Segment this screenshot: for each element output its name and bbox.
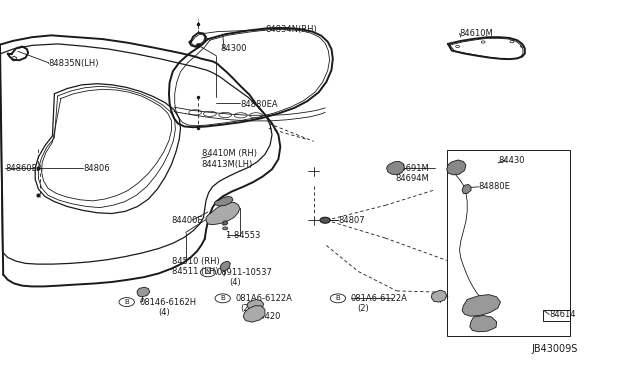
Text: 84614: 84614 (549, 310, 575, 319)
Polygon shape (431, 290, 447, 302)
Text: N: N (205, 269, 211, 275)
Text: 84880E: 84880E (479, 182, 511, 191)
Text: 08146-6162H: 08146-6162H (140, 298, 196, 307)
Polygon shape (223, 221, 228, 225)
Bar (543, 310, 570, 321)
Text: 84860EA: 84860EA (5, 164, 43, 173)
Text: 84835N(LH): 84835N(LH) (48, 59, 99, 68)
Text: 84691M: 84691M (396, 164, 429, 173)
Polygon shape (243, 306, 265, 322)
Polygon shape (387, 161, 404, 175)
Polygon shape (470, 315, 497, 332)
Polygon shape (214, 196, 233, 206)
Polygon shape (137, 287, 150, 297)
Text: 84880EA: 84880EA (240, 100, 278, 109)
Text: (4): (4) (229, 278, 241, 287)
Text: (4): (4) (159, 308, 170, 317)
Text: 84806: 84806 (83, 164, 110, 173)
Text: 84300: 84300 (221, 44, 247, 53)
Text: 84430: 84430 (498, 156, 524, 165)
Circle shape (320, 217, 330, 223)
Text: 081A6-6122A: 081A6-6122A (351, 294, 408, 303)
Text: 84420: 84420 (255, 312, 281, 321)
Text: 84413M(LH): 84413M(LH) (202, 160, 253, 169)
Polygon shape (462, 185, 471, 193)
Text: 84610M: 84610M (460, 29, 493, 38)
Polygon shape (220, 261, 230, 271)
Text: JB43009S: JB43009S (531, 344, 577, 354)
Text: (2): (2) (357, 304, 369, 313)
Bar (447, 150, 570, 336)
Text: 84694M: 84694M (396, 174, 429, 183)
Text: 84400E: 84400E (172, 216, 203, 225)
Polygon shape (462, 295, 500, 316)
Text: 1 84553: 1 84553 (226, 231, 260, 240)
Text: 84410M (RH): 84410M (RH) (202, 149, 257, 158)
Text: B: B (335, 295, 340, 301)
Circle shape (223, 227, 228, 230)
Polygon shape (206, 202, 240, 225)
Polygon shape (447, 160, 466, 175)
Text: B: B (124, 299, 129, 305)
Text: 84511 (LH): 84511 (LH) (172, 267, 218, 276)
Text: 84510 (RH): 84510 (RH) (172, 257, 220, 266)
Text: 84807: 84807 (338, 216, 365, 225)
Text: B: B (220, 295, 225, 301)
Text: 08911-10537: 08911-10537 (216, 268, 272, 277)
Text: (2): (2) (240, 304, 252, 313)
Polygon shape (247, 299, 264, 311)
Text: 081A6-6122A: 081A6-6122A (236, 294, 292, 303)
Text: 84834N(RH): 84834N(RH) (266, 25, 317, 34)
